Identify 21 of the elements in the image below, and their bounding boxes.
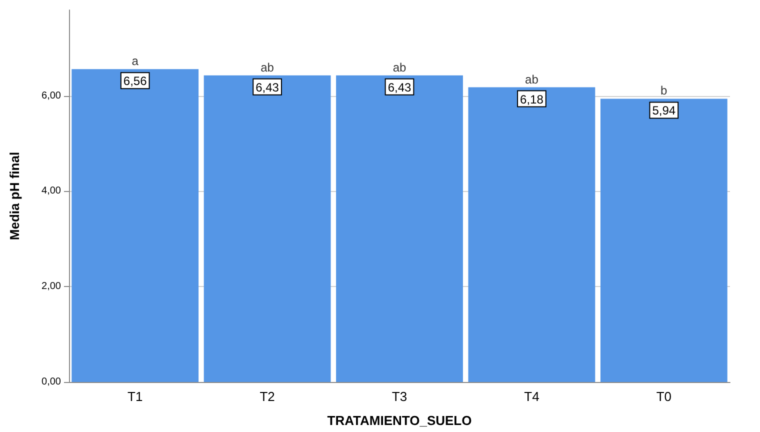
annotation: a xyxy=(132,54,139,68)
data-label: 6,43 xyxy=(388,80,412,94)
x-tick-label: T3 xyxy=(392,389,408,404)
data-label: 6,56 xyxy=(123,74,148,88)
y-tick-label: 6,00 xyxy=(42,90,62,102)
annotation: ab xyxy=(260,60,274,74)
data-label: 5,94 xyxy=(652,104,676,118)
x-tick-label: T1 xyxy=(128,389,143,404)
y-axis-title: Media pH final xyxy=(7,152,22,240)
y-tick-label: 0,00 xyxy=(42,376,62,388)
data-label: 6,18 xyxy=(520,92,544,106)
data-label: 6,43 xyxy=(256,80,280,94)
annotation: ab xyxy=(392,60,406,74)
y-tick-label: 4,00 xyxy=(42,186,62,197)
x-tick-label: T0 xyxy=(656,389,672,404)
x-axis-title: TRATAMIENTO_SUELO xyxy=(327,413,472,428)
annotation: ab xyxy=(525,72,539,86)
x-tick-label: T4 xyxy=(524,389,540,404)
annotation: b xyxy=(660,84,668,98)
y-tick-label: 2,00 xyxy=(42,281,62,292)
x-tick-label: T2 xyxy=(260,389,275,404)
